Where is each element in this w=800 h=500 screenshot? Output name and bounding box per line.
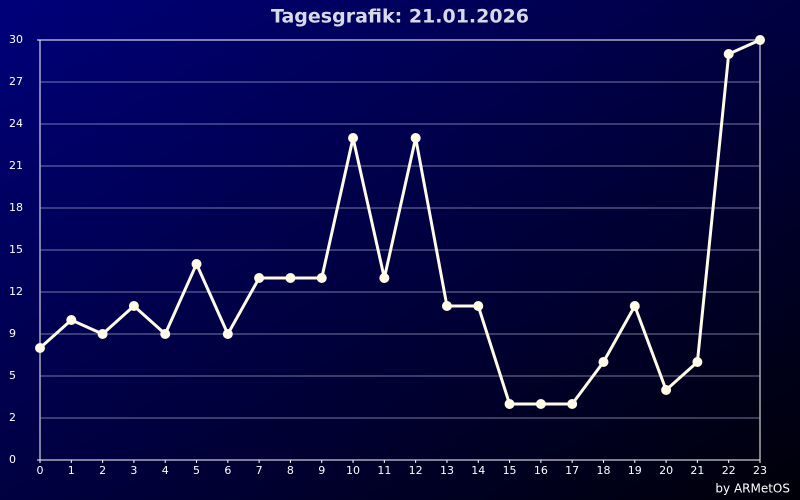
y-tick-label: 24 [9, 117, 23, 130]
x-tick-label: 13 [440, 464, 454, 477]
data-point [473, 301, 484, 311]
x-tick-label: 12 [409, 464, 423, 477]
x-tick-label: 8 [287, 464, 294, 477]
y-tick-label: 30 [9, 33, 23, 46]
x-tick-label: 0 [37, 464, 44, 477]
x-tick-label: 9 [318, 464, 325, 477]
y-tick-label: 9 [9, 327, 16, 340]
x-tick-label: 21 [690, 464, 704, 477]
y-tick-label: 18 [9, 201, 23, 214]
x-tick-label: 19 [628, 464, 642, 477]
x-tick-label: 3 [130, 464, 137, 477]
data-point [567, 399, 578, 409]
x-tick-label: 7 [256, 464, 263, 477]
x-tick-label: 10 [346, 464, 360, 477]
data-point [35, 343, 45, 353]
data-point [128, 301, 139, 311]
data-point [160, 329, 171, 339]
x-tick-label: 4 [162, 464, 169, 477]
x-tick-label: 22 [722, 464, 736, 477]
data-point [661, 385, 672, 395]
data-point [254, 273, 265, 283]
x-tick-label: 14 [471, 464, 485, 477]
data-point [629, 301, 640, 311]
x-tick-label: 6 [224, 464, 231, 477]
data-point [66, 315, 77, 325]
x-tick-label: 15 [503, 464, 517, 477]
data-line [38, 38, 761, 406]
data-point [316, 273, 327, 283]
y-tick-label: 2 [9, 411, 16, 424]
data-point [441, 301, 452, 311]
x-tick-label: 23 [753, 464, 767, 477]
data-point [410, 133, 421, 143]
y-tick-label: 0 [9, 453, 16, 466]
data-point [504, 399, 515, 409]
data-point [222, 329, 233, 339]
y-tick-label: 27 [9, 75, 23, 88]
x-tick-label: 17 [565, 464, 579, 477]
y-tick-label: 15 [9, 243, 23, 256]
credit: by ARMetOS [715, 482, 790, 496]
data-point [379, 273, 390, 283]
data-point [598, 357, 609, 367]
x-tick-label: 20 [659, 464, 673, 477]
data-point [348, 133, 359, 143]
x-tick-label: 18 [596, 464, 610, 477]
data-point [191, 259, 202, 269]
data-point [692, 357, 703, 367]
data-point [723, 49, 734, 59]
chart-title: Tagesgrafik: 21.01.2026 [271, 6, 529, 28]
data-point [755, 35, 765, 45]
data-point [285, 273, 296, 283]
x-tick-label: 11 [377, 464, 391, 477]
y-tick-label: 21 [9, 159, 23, 172]
x-tick-label: 2 [99, 464, 106, 477]
y-tick-label: 12 [9, 285, 23, 298]
y-tick-label: 5 [9, 369, 16, 382]
data-point [97, 329, 108, 339]
x-tick-label: 5 [193, 464, 200, 477]
x-tick-label: 16 [534, 464, 548, 477]
data-point [535, 399, 546, 409]
x-tick-label: 1 [68, 464, 75, 477]
